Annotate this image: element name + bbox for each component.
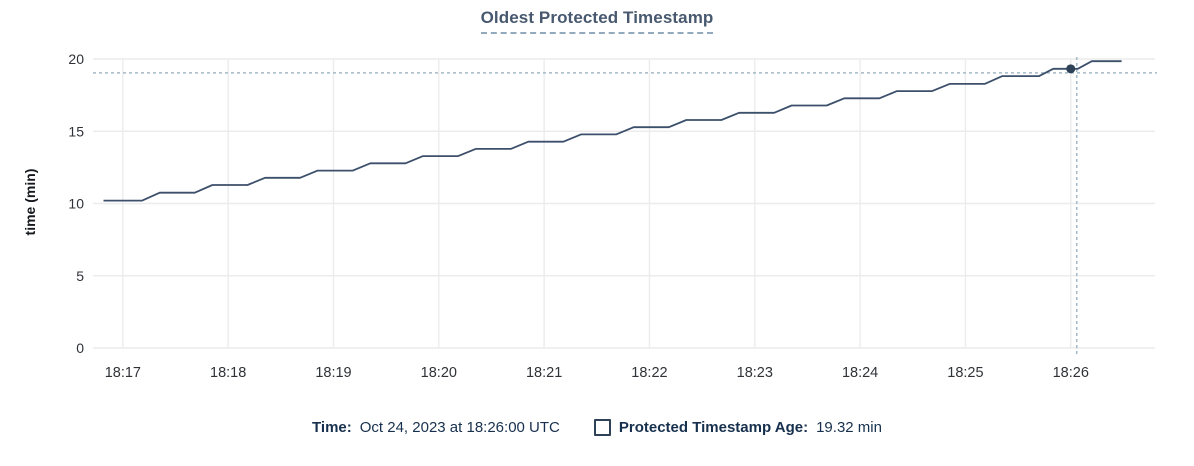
x-tick-label: 18:25 [947, 365, 983, 381]
y-tick-label: 0 [76, 340, 84, 356]
x-tick-label: 18:20 [421, 365, 457, 381]
hover-time-readout: Time: Oct 24, 2023 at 18:26:00 UTC [312, 419, 560, 436]
y-tick-label: 15 [68, 123, 84, 139]
chart-title[interactable]: Oldest Protected Timestamp [480, 8, 714, 34]
plot-area[interactable] [93, 59, 1155, 348]
series-value: 19.32 min [816, 419, 882, 436]
time-value: Oct 24, 2023 at 18:26:00 UTC [359, 419, 560, 436]
x-tick-label: 18:21 [526, 365, 562, 381]
chart-footer-legend: Time: Oct 24, 2023 at 18:26:00 UTC Prote… [0, 419, 1194, 436]
line-chart: 0 5 10 15 20 18:17 18:18 18:19 18:20 18:21 18:22 18… [68, 51, 1157, 381]
y-tick-label: 20 [68, 51, 84, 67]
chart-header: Oldest Protected Timestamp [0, 8, 1194, 34]
series-label: Protected Timestamp Age: [618, 419, 809, 436]
x-tick-label: 18:19 [315, 365, 351, 381]
y-axis-title: time (min) [22, 168, 38, 236]
time-label: Time: [312, 419, 352, 436]
legend-item-protected-timestamp-age[interactable]: Protected Timestamp Age: 19.32 min [593, 419, 882, 436]
x-tick-label: 18:26 [1053, 365, 1089, 381]
y-tick-label: 10 [68, 196, 84, 212]
y-tick-label: 5 [76, 268, 84, 284]
hover-point-marker [1066, 64, 1076, 74]
x-tick-label: 18:24 [842, 365, 878, 381]
x-tick-label: 18:18 [210, 365, 246, 381]
legend-square-icon [593, 419, 611, 436]
x-tick-label: 18:22 [631, 365, 667, 381]
x-tick-label: 18:17 [105, 365, 141, 381]
x-tick-label: 18:23 [737, 365, 773, 381]
series-line-protected-timestamp-age [103, 60, 1122, 202]
